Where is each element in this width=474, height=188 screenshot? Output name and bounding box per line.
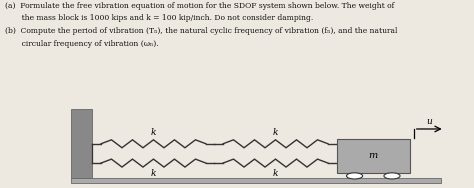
Text: circular frequency of vibration (ωₙ).: circular frequency of vibration (ωₙ). xyxy=(5,40,158,48)
Text: (b)  Compute the period of vibration (Tₙ), the natural cyclic frequency of vibra: (b) Compute the period of vibration (Tₙ)… xyxy=(5,27,397,35)
Bar xyxy=(337,139,410,173)
Circle shape xyxy=(384,173,400,179)
Text: m: m xyxy=(369,152,378,161)
Circle shape xyxy=(346,173,363,179)
Text: k: k xyxy=(273,169,278,178)
Bar xyxy=(71,177,441,183)
Bar xyxy=(71,109,92,178)
Text: the mass block is 1000 kips and k = 100 kip/inch. Do not consider damping.: the mass block is 1000 kips and k = 100 … xyxy=(5,14,313,23)
Text: (a)  Formulate the free vibration equation of motion for the SDOF system shown b: (a) Formulate the free vibration equatio… xyxy=(5,2,394,10)
Text: k: k xyxy=(273,128,278,137)
Text: k: k xyxy=(151,169,156,178)
Text: k: k xyxy=(151,128,156,137)
Text: u: u xyxy=(426,117,432,126)
